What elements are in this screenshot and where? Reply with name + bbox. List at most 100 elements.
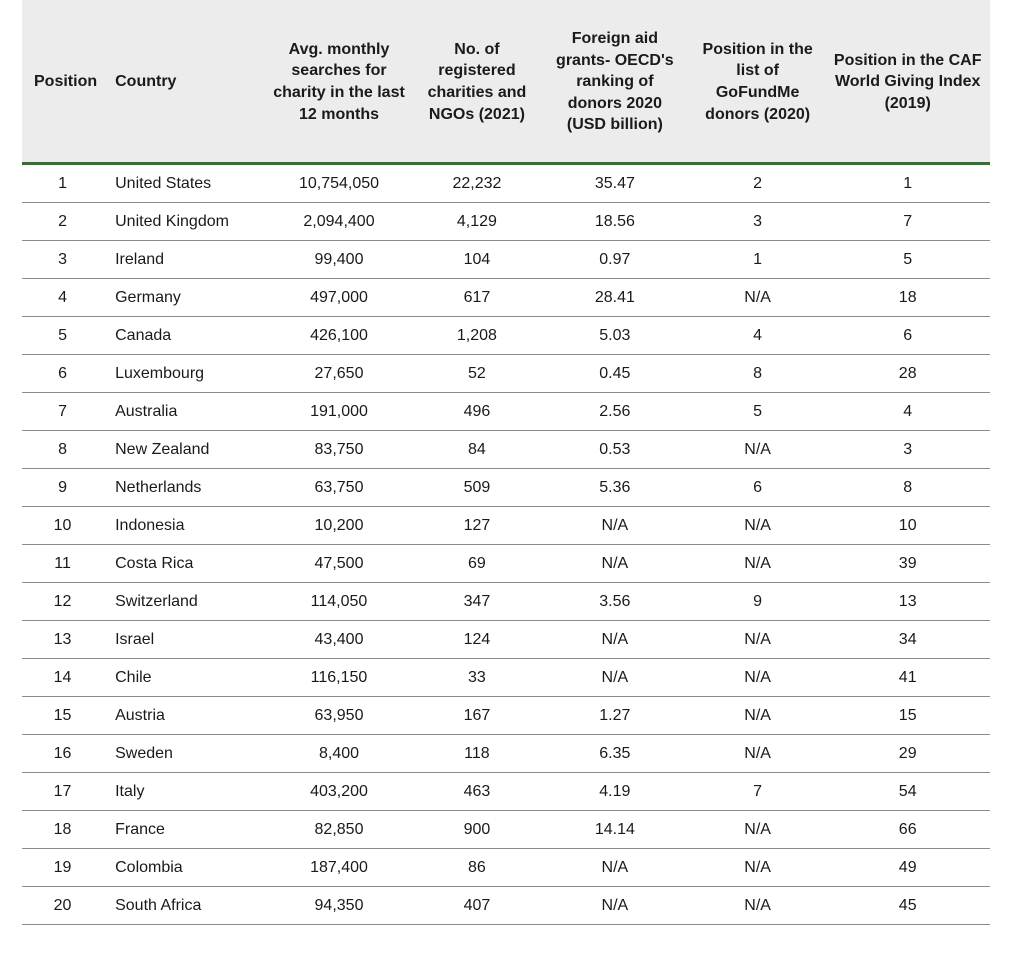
cell-aid: N/A xyxy=(540,848,690,886)
table-row: 16Sweden8,4001186.35N/A29 xyxy=(22,734,990,772)
cell-position: 5 xyxy=(22,316,109,354)
cell-country: Sweden xyxy=(109,734,264,772)
cell-caf: 28 xyxy=(825,354,990,392)
col-header-country: Country xyxy=(109,0,264,163)
table-row: 9Netherlands63,7505095.3668 xyxy=(22,468,990,506)
col-header-searches: Avg. monthly searches for charity in the… xyxy=(264,0,414,163)
cell-gofundme: N/A xyxy=(690,810,826,848)
cell-country: Australia xyxy=(109,392,264,430)
cell-country: Costa Rica xyxy=(109,544,264,582)
cell-caf: 15 xyxy=(825,696,990,734)
cell-ngos: 509 xyxy=(414,468,540,506)
cell-gofundme: N/A xyxy=(690,734,826,772)
cell-country: Netherlands xyxy=(109,468,264,506)
cell-gofundme: 2 xyxy=(690,163,826,202)
table-row: 10Indonesia10,200127N/AN/A10 xyxy=(22,506,990,544)
cell-searches: 82,850 xyxy=(264,810,414,848)
cell-aid: 3.56 xyxy=(540,582,690,620)
cell-caf: 4 xyxy=(825,392,990,430)
table-row: 8New Zealand83,750840.53N/A3 xyxy=(22,430,990,468)
cell-aid: N/A xyxy=(540,886,690,924)
col-header-gofundme: Position in the list of GoFundMe donors … xyxy=(690,0,826,163)
cell-position: 8 xyxy=(22,430,109,468)
cell-caf: 18 xyxy=(825,278,990,316)
cell-aid: N/A xyxy=(540,506,690,544)
cell-country: Colombia xyxy=(109,848,264,886)
cell-caf: 66 xyxy=(825,810,990,848)
cell-searches: 10,200 xyxy=(264,506,414,544)
cell-ngos: 127 xyxy=(414,506,540,544)
cell-ngos: 496 xyxy=(414,392,540,430)
cell-searches: 63,950 xyxy=(264,696,414,734)
cell-ngos: 118 xyxy=(414,734,540,772)
cell-aid: 0.45 xyxy=(540,354,690,392)
cell-aid: 0.53 xyxy=(540,430,690,468)
cell-position: 3 xyxy=(22,240,109,278)
cell-ngos: 86 xyxy=(414,848,540,886)
cell-position: 16 xyxy=(22,734,109,772)
cell-country: Ireland xyxy=(109,240,264,278)
cell-caf: 41 xyxy=(825,658,990,696)
cell-position: 1 xyxy=(22,163,109,202)
charity-ranking-table: Position Country Avg. monthly searches f… xyxy=(22,0,990,925)
cell-ngos: 463 xyxy=(414,772,540,810)
table-row: 19Colombia187,40086N/AN/A49 xyxy=(22,848,990,886)
cell-caf: 49 xyxy=(825,848,990,886)
cell-gofundme: N/A xyxy=(690,696,826,734)
cell-position: 17 xyxy=(22,772,109,810)
cell-gofundme: N/A xyxy=(690,886,826,924)
cell-position: 20 xyxy=(22,886,109,924)
cell-ngos: 167 xyxy=(414,696,540,734)
cell-ngos: 69 xyxy=(414,544,540,582)
cell-aid: 5.03 xyxy=(540,316,690,354)
cell-gofundme: 7 xyxy=(690,772,826,810)
cell-searches: 63,750 xyxy=(264,468,414,506)
cell-aid: 6.35 xyxy=(540,734,690,772)
cell-position: 12 xyxy=(22,582,109,620)
table-row: 20South Africa94,350407N/AN/A45 xyxy=(22,886,990,924)
cell-position: 13 xyxy=(22,620,109,658)
cell-caf: 5 xyxy=(825,240,990,278)
cell-position: 18 xyxy=(22,810,109,848)
cell-ngos: 52 xyxy=(414,354,540,392)
cell-caf: 29 xyxy=(825,734,990,772)
cell-ngos: 1,208 xyxy=(414,316,540,354)
cell-aid: 5.36 xyxy=(540,468,690,506)
table-row: 17Italy403,2004634.19754 xyxy=(22,772,990,810)
cell-position: 11 xyxy=(22,544,109,582)
cell-searches: 114,050 xyxy=(264,582,414,620)
table-row: 1United States10,754,05022,23235.4721 xyxy=(22,163,990,202)
cell-aid: 35.47 xyxy=(540,163,690,202)
cell-searches: 8,400 xyxy=(264,734,414,772)
cell-searches: 2,094,400 xyxy=(264,202,414,240)
cell-gofundme: N/A xyxy=(690,658,826,696)
cell-gofundme: 4 xyxy=(690,316,826,354)
cell-searches: 187,400 xyxy=(264,848,414,886)
cell-position: 4 xyxy=(22,278,109,316)
cell-position: 14 xyxy=(22,658,109,696)
cell-caf: 10 xyxy=(825,506,990,544)
cell-country: Germany xyxy=(109,278,264,316)
cell-caf: 8 xyxy=(825,468,990,506)
cell-position: 19 xyxy=(22,848,109,886)
cell-gofundme: N/A xyxy=(690,848,826,886)
cell-gofundme: N/A xyxy=(690,278,826,316)
cell-gofundme: N/A xyxy=(690,620,826,658)
cell-ngos: 33 xyxy=(414,658,540,696)
cell-searches: 116,150 xyxy=(264,658,414,696)
table-row: 2United Kingdom2,094,4004,12918.5637 xyxy=(22,202,990,240)
cell-country: United States xyxy=(109,163,264,202)
cell-caf: 6 xyxy=(825,316,990,354)
cell-caf: 13 xyxy=(825,582,990,620)
cell-country: New Zealand xyxy=(109,430,264,468)
cell-gofundme: 5 xyxy=(690,392,826,430)
cell-country: Luxembourg xyxy=(109,354,264,392)
cell-caf: 45 xyxy=(825,886,990,924)
table-row: 18France82,85090014.14N/A66 xyxy=(22,810,990,848)
table-row: 11Costa Rica47,50069N/AN/A39 xyxy=(22,544,990,582)
table-row: 4Germany497,00061728.41N/A18 xyxy=(22,278,990,316)
cell-gofundme: N/A xyxy=(690,506,826,544)
cell-searches: 403,200 xyxy=(264,772,414,810)
cell-ngos: 407 xyxy=(414,886,540,924)
col-header-aid: Foreign aid grants- OECD's ranking of do… xyxy=(540,0,690,163)
